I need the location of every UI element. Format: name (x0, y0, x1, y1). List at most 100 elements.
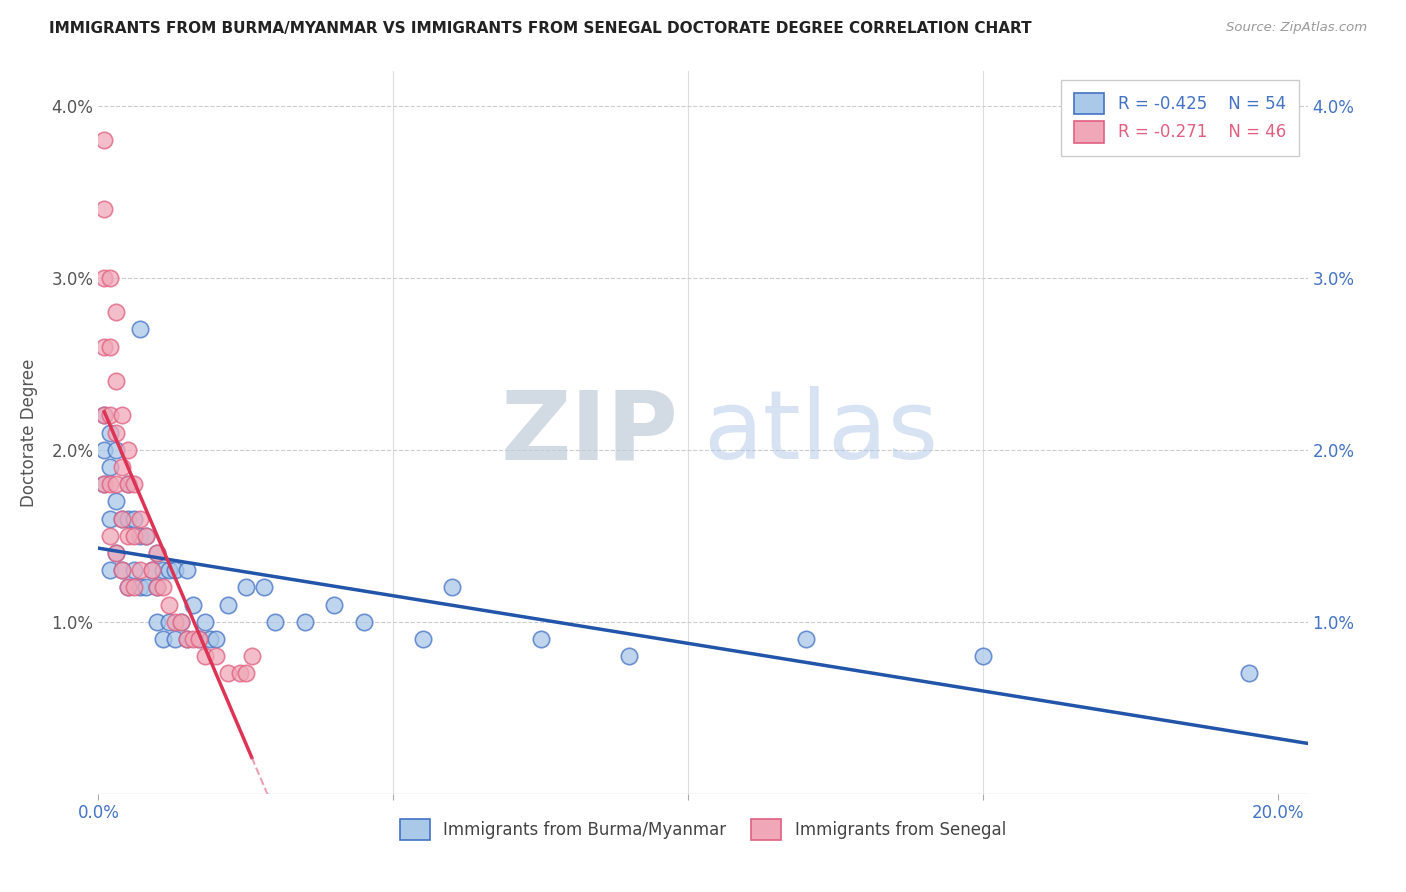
Point (117, 581, 139, 595)
Point (98, 529, 121, 543)
Point (117, 442, 139, 457)
Point (240, 649, 263, 664)
Point (111, 511, 134, 525)
Point (165, 615, 187, 629)
Point (105, 546, 128, 560)
Point (117, 477, 139, 491)
Point (128, 322, 150, 336)
Point (353, 615, 375, 629)
Point (146, 615, 169, 629)
Point (93, 270, 115, 285)
Point (146, 581, 169, 595)
Point (93, 409, 115, 423)
Point (105, 477, 128, 491)
Point (117, 477, 139, 491)
Point (105, 425, 128, 440)
Point (98, 460, 121, 475)
Point (105, 494, 128, 508)
Point (105, 305, 128, 319)
Point (205, 649, 228, 664)
Point (157, 615, 180, 629)
Point (619, 649, 641, 664)
Point (181, 598, 204, 612)
Point (135, 529, 157, 543)
Point (111, 511, 134, 525)
Point (141, 563, 163, 577)
Point (128, 563, 150, 577)
Point (176, 632, 198, 646)
Point (194, 649, 217, 664)
Point (98, 477, 121, 491)
Point (794, 632, 817, 646)
Point (128, 581, 150, 595)
Point (165, 632, 187, 646)
Point (93, 133, 115, 147)
Point (111, 460, 134, 475)
Point (122, 529, 145, 543)
Point (93, 477, 115, 491)
Point (98, 409, 121, 423)
Point (117, 529, 139, 543)
Point (93, 442, 115, 457)
Point (117, 581, 139, 595)
Point (105, 374, 128, 388)
Point (181, 632, 204, 646)
Text: atlas: atlas (703, 386, 938, 479)
Point (229, 666, 252, 681)
Point (105, 546, 128, 560)
Point (264, 615, 287, 629)
Point (152, 563, 174, 577)
Point (98, 563, 121, 577)
Point (235, 666, 257, 681)
Point (105, 442, 128, 457)
Point (441, 581, 464, 595)
Point (1237, 666, 1260, 681)
Point (122, 511, 145, 525)
Point (235, 581, 257, 595)
Legend: Immigrants from Burma/Myanmar, Immigrants from Senegal: Immigrants from Burma/Myanmar, Immigrant… (394, 813, 1012, 847)
Point (111, 409, 134, 423)
Point (93, 409, 115, 423)
Text: ZIP: ZIP (501, 386, 679, 479)
Point (98, 511, 121, 525)
Point (98, 340, 121, 354)
Point (93, 477, 115, 491)
Point (252, 581, 274, 595)
Point (128, 529, 150, 543)
Point (152, 581, 174, 595)
Point (323, 598, 346, 612)
Point (187, 632, 209, 646)
Point (412, 632, 434, 646)
Point (93, 340, 115, 354)
Point (93, 202, 115, 216)
Point (205, 632, 228, 646)
Point (98, 425, 121, 440)
Y-axis label: Doctorate Degree: Doctorate Degree (20, 359, 38, 507)
Point (152, 632, 174, 646)
Point (217, 598, 239, 612)
Point (146, 581, 169, 595)
Point (146, 546, 169, 560)
Point (122, 563, 145, 577)
Point (98, 270, 121, 285)
Text: IMMIGRANTS FROM BURMA/MYANMAR VS IMMIGRANTS FROM SENEGAL DOCTORATE DEGREE CORREL: IMMIGRANTS FROM BURMA/MYANMAR VS IMMIGRA… (49, 21, 1032, 36)
Point (165, 563, 187, 577)
Point (111, 563, 134, 577)
Point (146, 546, 169, 560)
Point (111, 563, 134, 577)
Point (128, 511, 150, 525)
Point (157, 598, 180, 612)
Point (176, 563, 198, 577)
Point (157, 563, 180, 577)
Point (294, 615, 316, 629)
Point (122, 581, 145, 595)
Point (200, 632, 222, 646)
Point (176, 632, 198, 646)
Point (170, 615, 193, 629)
Point (135, 529, 157, 543)
Point (122, 477, 145, 491)
Point (170, 615, 193, 629)
Point (141, 563, 163, 577)
Point (972, 649, 994, 664)
Text: Source: ZipAtlas.com: Source: ZipAtlas.com (1226, 21, 1367, 34)
